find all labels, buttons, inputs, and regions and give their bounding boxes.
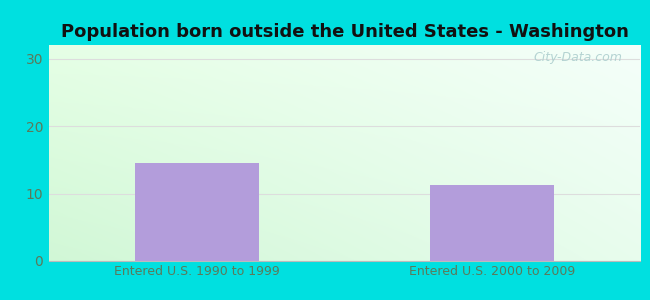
Bar <box>135 163 259 261</box>
Text: City-Data.com: City-Data.com <box>534 52 623 64</box>
Title: Population born outside the United States - Washington: Population born outside the United State… <box>60 23 629 41</box>
Bar <box>430 185 554 261</box>
